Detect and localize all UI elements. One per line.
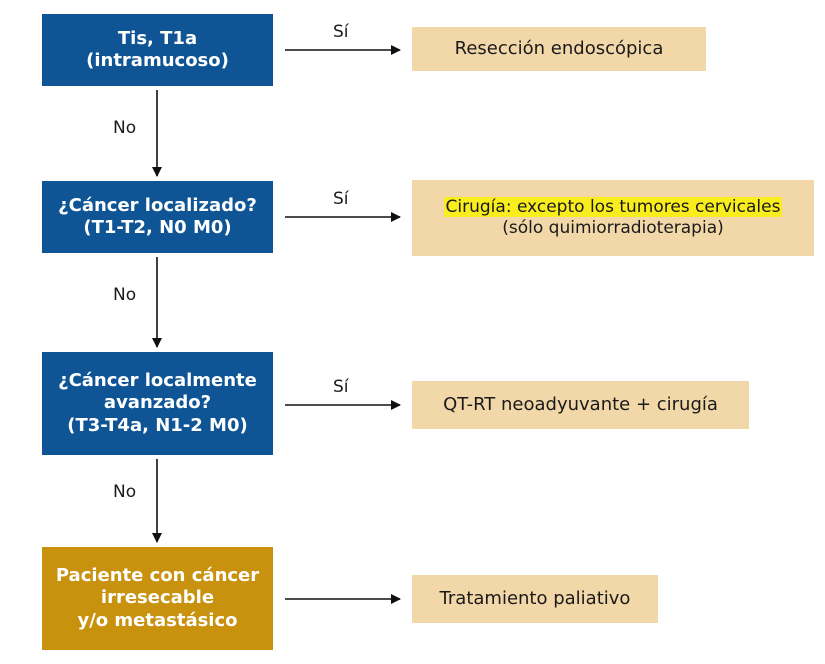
result-cirugia: Cirugía: excepto los tumores cervicales … (412, 180, 814, 256)
node-text: (T1-T2, N0 M0) (83, 217, 232, 238)
edge-label-yes-3: Sí (333, 377, 349, 397)
edge-label-yes-2: Sí (333, 189, 349, 209)
node-text: avanzado? (103, 392, 212, 414)
edge-label-no-3: No (113, 482, 137, 502)
result-qt-rt-neoadyuvante: QT-RT neoadyuvante + cirugía (412, 381, 749, 429)
result-text: Tratamiento paliativo (439, 587, 631, 609)
result-text: (sólo quimiorradioterapia) (502, 218, 724, 238)
node-text: y/o metastásico (77, 609, 238, 631)
highlight-mark: Cirugía: excepto los tumores cervicales (443, 196, 783, 217)
node-text: irresecable (100, 587, 215, 609)
node-text: ¿Cáncer localizado? (58, 194, 257, 216)
node-cancer-localmente-avanzado: ¿Cáncer localmente avanzado? (T3-T4a, N1… (42, 352, 273, 455)
result-text: Resección endoscópica (454, 37, 664, 59)
node-cancer-localizado: ¿Cáncer localizado? (T1-T2, N0 M0) (42, 181, 273, 253)
node-paciente-irresecable: Paciente con cáncer irresecable y/o meta… (42, 547, 273, 650)
node-text: Paciente con cáncer (55, 564, 260, 586)
result-tratamiento-paliativo: Tratamiento paliativo (412, 575, 658, 623)
edge-label-yes-1: Sí (333, 22, 349, 42)
node-text: (T3-T4a, N1-2 M0) (67, 414, 248, 436)
result-text: QT-RT neoadyuvante + cirugía (443, 393, 718, 415)
edge-label-no-1: No (113, 118, 137, 138)
node-text: ¿Cáncer localmente (58, 369, 257, 391)
node-tis-t1a: Tis, T1a (intramucoso) (42, 14, 273, 86)
result-reseccion-endoscopica: Resección endoscópica (412, 27, 706, 71)
edge-label-no-2: No (113, 285, 137, 305)
node-text: Tis, T1a (117, 27, 198, 49)
node-text: (intramucoso) (86, 50, 229, 71)
result-text-highlighted: Cirugía: excepto los tumores cervicales (443, 196, 783, 218)
